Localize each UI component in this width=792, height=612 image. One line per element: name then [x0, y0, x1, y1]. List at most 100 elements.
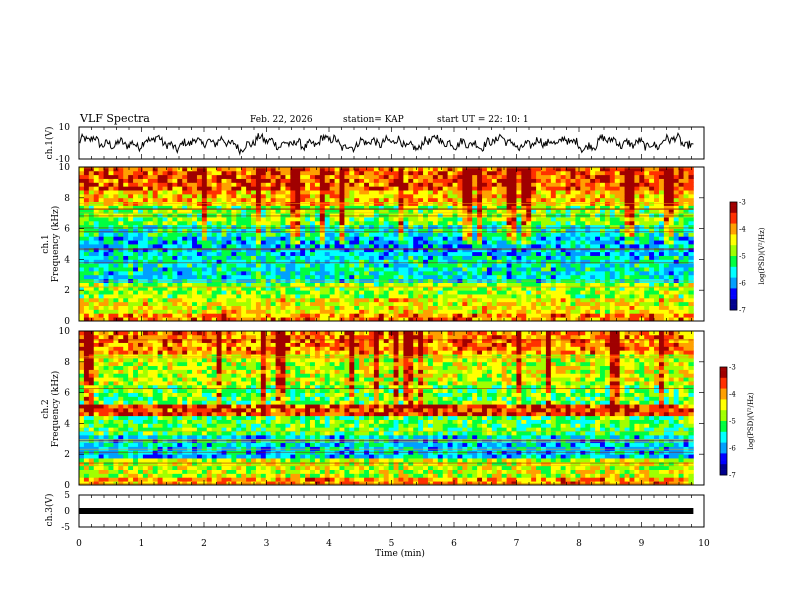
spectrogram-cell: [604, 220, 611, 226]
spectrogram-cell: [482, 197, 488, 203]
spectrogram-cell: [147, 217, 154, 222]
spectrogram-cell: [305, 224, 311, 229]
spectrogram-cell: [511, 305, 517, 310]
spectrogram-cell: [157, 213, 163, 218]
spectrogram-cell: [137, 201, 144, 206]
spectrogram-cell: [595, 309, 601, 314]
spectrogram-cell: [211, 290, 218, 295]
spectrogram-cell: [565, 186, 571, 191]
spectrogram-cell: [113, 270, 119, 276]
spectrogram-cell: [629, 240, 635, 245]
spectrogram-cell: [437, 209, 444, 214]
spectrogram-cell: [506, 313, 512, 318]
spectrogram-cell: [187, 290, 193, 295]
spectrogram-cell: [241, 244, 247, 249]
spectrogram-cell: [378, 182, 385, 187]
spectrogram-cell: [644, 282, 650, 287]
spectrogram-cell: [634, 251, 640, 256]
spectrogram-cell: [624, 270, 630, 276]
spectrogram-cell: [93, 259, 100, 264]
spectrogram-cell: [408, 170, 414, 176]
spectrogram-cell: [295, 255, 301, 260]
spectrogram-cell: [536, 209, 542, 214]
spectrogram-cell: [270, 240, 277, 245]
spectrogram-cell: [246, 244, 252, 249]
spectrogram-cell: [595, 220, 601, 226]
spectrogram-cell: [585, 301, 591, 306]
spectrogram-cell: [118, 255, 124, 260]
spectrogram-cell: [260, 251, 267, 256]
spectrogram-cell: [383, 294, 390, 299]
spectrogram-cell: [329, 305, 335, 310]
spectrogram-cell: [398, 170, 404, 176]
spectrogram-cell: [108, 255, 114, 260]
spectrogram-cell: [211, 305, 218, 310]
spectrogram-cell: [157, 174, 163, 179]
spectrogram-cell: [314, 255, 321, 260]
spectrogram-cell: [604, 278, 611, 283]
spectrogram-cell: [418, 240, 424, 245]
spectrogram-cell: [536, 313, 542, 318]
spectrogram-cell: [364, 236, 370, 241]
spectrogram-cell: [683, 174, 689, 179]
spectrogram-cell: [192, 274, 198, 280]
spectrogram-cell: [575, 317, 581, 322]
spectrogram-cell: [354, 267, 360, 272]
spectrogram-cell: [477, 232, 483, 237]
spectrogram-cell: [231, 186, 237, 191]
spectrogram-cell: [486, 182, 493, 187]
spectrogram-cell: [668, 197, 675, 203]
spectrogram-cell: [344, 205, 350, 210]
spectrogram-cell: [305, 190, 311, 195]
spectrogram-cell: [545, 244, 552, 249]
spectrogram-cell: [113, 278, 119, 283]
spectrogram-cell: [658, 201, 665, 206]
spectrogram-cell: [324, 297, 331, 303]
spectrogram-cell: [359, 190, 365, 195]
spectrogram-cell: [683, 263, 689, 268]
spectrogram-cell: [103, 205, 109, 210]
spectrogram-cell: [79, 182, 85, 187]
spectrogram-cell: [236, 174, 242, 179]
spectrogram-cell: [103, 201, 109, 206]
spectrogram-cell: [388, 174, 394, 179]
spectrogram-cell: [221, 294, 227, 299]
spectrogram-cell: [442, 278, 449, 283]
spectrogram-cell: [285, 213, 291, 218]
spectrogram-cell: [604, 217, 611, 222]
spectrogram-cell: [506, 178, 512, 183]
spectrogram-cell: [649, 267, 655, 272]
spectrogram-cell: [654, 197, 660, 203]
spectrogram-cell: [314, 290, 321, 295]
spectrogram-cell: [364, 267, 370, 272]
spectrogram-cell: [339, 236, 345, 241]
spectrogram-cell: [113, 178, 119, 183]
spectrogram-cell: [329, 309, 335, 314]
spectrogram-cell: [324, 309, 331, 314]
spectrogram-cell: [378, 251, 385, 256]
spectrogram-cell: [265, 209, 272, 214]
spectrogram-cell: [442, 290, 449, 295]
spectrogram-cell: [255, 232, 262, 237]
spectrogram-cell: [639, 182, 645, 187]
spectrogram-cell: [521, 251, 527, 256]
spectrogram-cell: [103, 301, 109, 306]
spectrogram-cell: [133, 236, 139, 241]
spectrogram-cell: [477, 174, 483, 179]
spectrogram-cell: [172, 259, 178, 264]
spectrogram-cell: [624, 190, 630, 195]
spectrogram-cell: [83, 217, 90, 222]
spectrogram-cell: [427, 297, 434, 303]
spectrogram-cell: [265, 305, 272, 310]
spectrogram-cell: [260, 209, 267, 214]
spectrogram-cell: [137, 263, 144, 268]
spectrogram-cell: [452, 259, 458, 264]
spectrogram-cell: [285, 197, 291, 203]
spectrogram-cell: [364, 193, 370, 199]
spectrogram-cell: [413, 286, 419, 291]
spectrogram-cell: [226, 286, 232, 291]
spectrogram-cell: [339, 197, 345, 203]
spectrogram-cell: [290, 270, 296, 276]
spectrogram-cell: [393, 274, 399, 280]
spectrogram-cell: [231, 305, 237, 310]
